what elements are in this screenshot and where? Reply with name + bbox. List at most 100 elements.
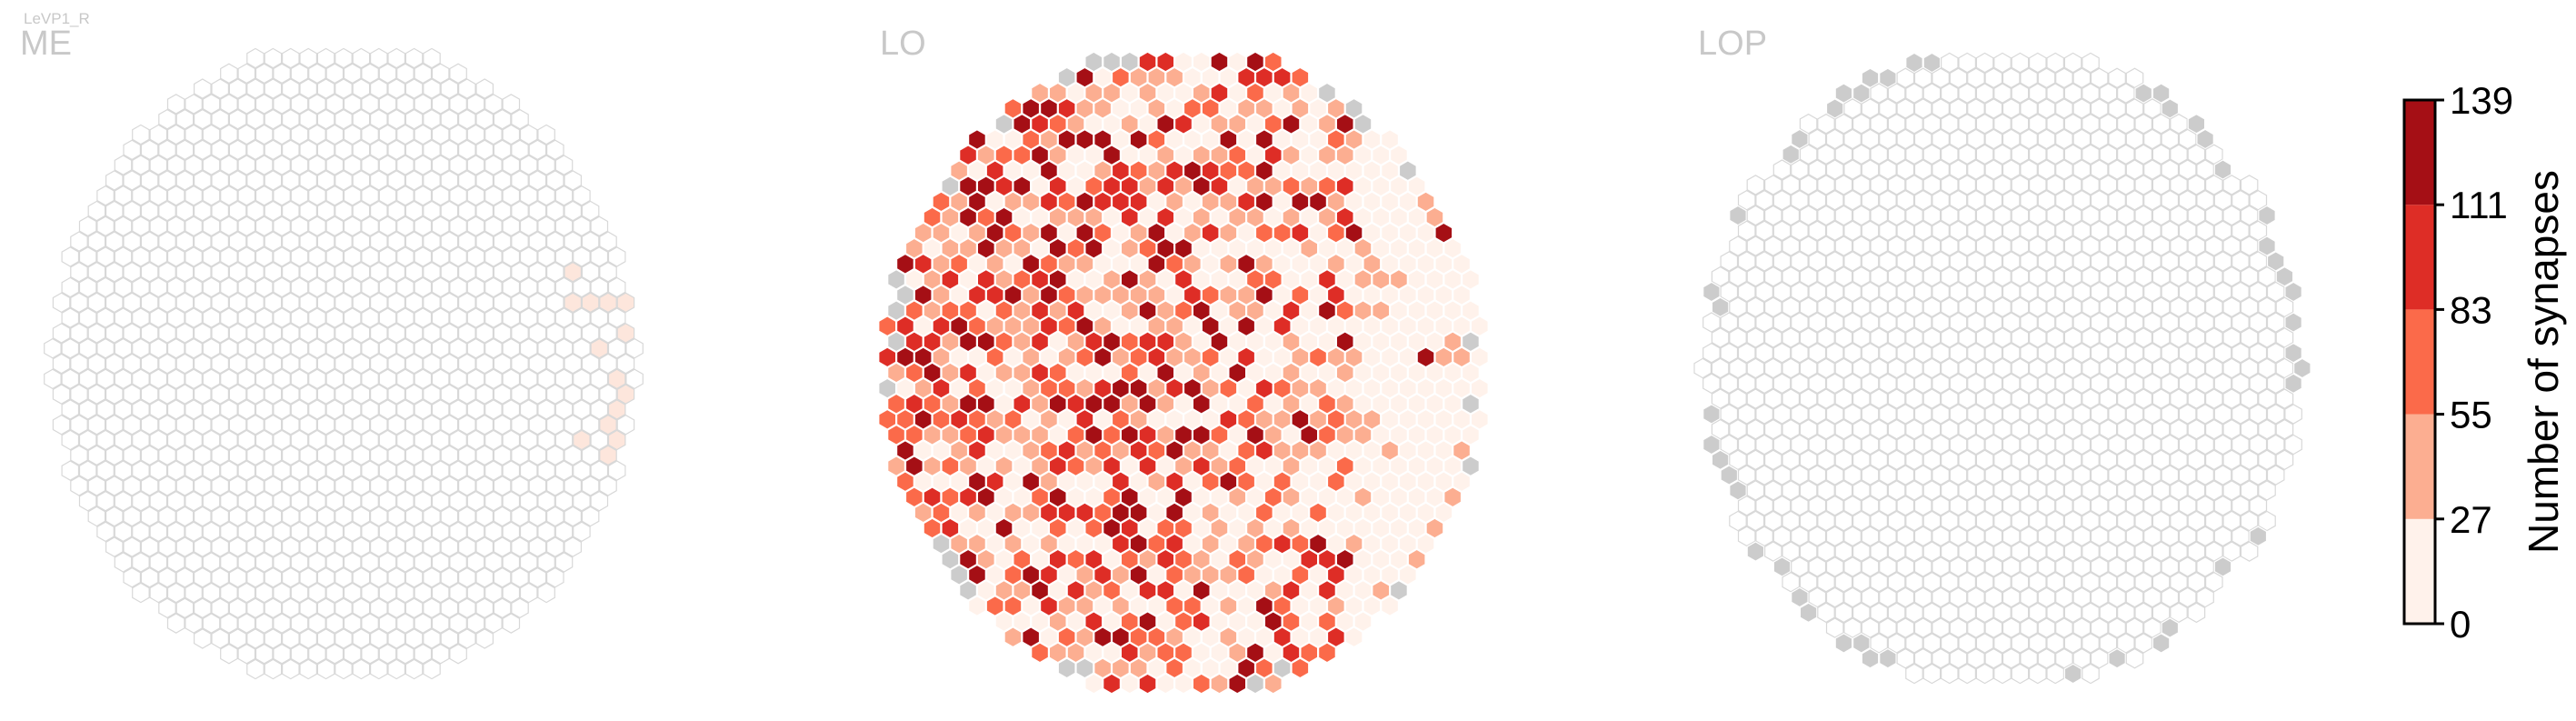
hex-cell: [1887, 541, 1906, 562]
hex-cell: [273, 185, 291, 206]
hex-cell: [511, 506, 529, 527]
hex-cell: [1309, 97, 1328, 119]
hex-cell: [87, 261, 106, 283]
hex-cell: [1993, 663, 2012, 685]
hex-cell: [158, 597, 176, 619]
hex-cell: [1870, 113, 1888, 135]
hex-cell: [175, 200, 195, 222]
hex-cell: [573, 337, 591, 359]
hex-cell: [290, 215, 309, 237]
hex-cell: [61, 368, 80, 390]
hex-cell: [2020, 373, 2038, 395]
hex-cell: [1129, 533, 1148, 555]
hex-cell: [1967, 342, 1985, 364]
hex-cell: [211, 445, 229, 466]
hex-cell: [1879, 312, 1897, 333]
hex-cell: [895, 285, 914, 305]
hex-cell: [1958, 663, 1976, 685]
hex-cell: [1702, 312, 1721, 333]
hex-cell: [370, 170, 388, 191]
hex-cell: [2232, 251, 2250, 272]
hex-cell: [370, 658, 388, 680]
hex-cell: [2099, 388, 2118, 409]
hex-cell: [255, 643, 274, 665]
hex-cell: [2258, 327, 2276, 348]
hex-cell: [123, 139, 141, 161]
hex-cell: [932, 222, 951, 244]
hex-cell: [1057, 66, 1076, 88]
hex-cell: [1111, 191, 1130, 213]
hex-cell: [1861, 404, 1880, 425]
hex-cell: [396, 429, 414, 451]
hex-cell: [1228, 673, 1247, 695]
hex-cell: [299, 536, 317, 557]
hex-cell: [2258, 357, 2276, 379]
hex-cell: [352, 47, 371, 69]
hex-cell: [361, 94, 379, 115]
hex-cell: [1852, 633, 1871, 654]
hex-cell: [1237, 66, 1256, 88]
hex-cell: [484, 155, 503, 175]
hex-cell: [334, 658, 353, 680]
hex-cell: [1228, 51, 1247, 73]
hex-cell: [290, 460, 309, 481]
hex-cell: [1729, 327, 1747, 348]
hex-cell: [1984, 251, 2003, 272]
hex-cell: [1746, 388, 1765, 409]
hex-cell: [1245, 642, 1264, 664]
hex-cell: [1870, 541, 1888, 562]
hex-cell: [114, 276, 133, 298]
hex-cell: [2266, 312, 2285, 333]
hex-cell: [1389, 206, 1408, 228]
hex-cell: [985, 440, 1004, 461]
hex-cell: [123, 353, 141, 375]
hex-cell: [325, 429, 344, 451]
hex-cell: [273, 337, 291, 359]
hex-cell: [1273, 408, 1292, 430]
hex-cell: [325, 399, 344, 420]
hex-cell: [475, 323, 494, 344]
hex-cell: [2011, 265, 2030, 287]
hex-cell: [1763, 205, 1782, 226]
hex-cell: [914, 440, 933, 461]
hex-cell: [2020, 251, 2038, 272]
hex-cell: [158, 476, 176, 496]
hex-cell: [194, 628, 212, 649]
hex-cell: [282, 139, 300, 161]
hex-cell: [1913, 159, 1932, 180]
hex-cell: [1201, 129, 1220, 150]
hex-cell: [1879, 98, 1897, 119]
hex-cell: [2134, 83, 2152, 104]
hex-cell: [1039, 129, 1058, 150]
hex-cell: [2170, 144, 2188, 165]
hex-cell: [959, 237, 978, 259]
hex-cell: [528, 231, 547, 252]
hex-cell: [1201, 533, 1220, 555]
hex-cell: [1834, 633, 1853, 654]
hex-cell: [1434, 471, 1453, 493]
hex-cell: [114, 399, 133, 420]
hex-cell: [361, 368, 379, 390]
hex-cell: [1192, 268, 1211, 290]
hex-cell: [404, 445, 424, 466]
hex-cell: [466, 490, 485, 512]
hex-cell: [1156, 456, 1175, 477]
hex-cell: [458, 170, 476, 191]
hex-cell: [2134, 327, 2152, 348]
hex-cell: [1932, 312, 1950, 333]
hex-cell: [1693, 357, 1712, 379]
hex-cell: [1300, 393, 1319, 415]
hex-cell: [282, 292, 300, 314]
hex-cell: [1896, 465, 1915, 486]
hex-cell: [1975, 175, 1994, 195]
hex-cell: [2090, 373, 2109, 395]
hex-cell: [2090, 586, 2109, 608]
hex-cell: [2020, 495, 2038, 516]
hex-cell: [1782, 327, 1801, 348]
hex-cell: [1192, 206, 1211, 228]
hex-cell: [1887, 205, 1906, 226]
hex-cell: [423, 47, 441, 69]
hex-cell: [2002, 434, 2021, 456]
hex-cell: [1453, 377, 1472, 399]
hex-cell: [132, 215, 150, 237]
